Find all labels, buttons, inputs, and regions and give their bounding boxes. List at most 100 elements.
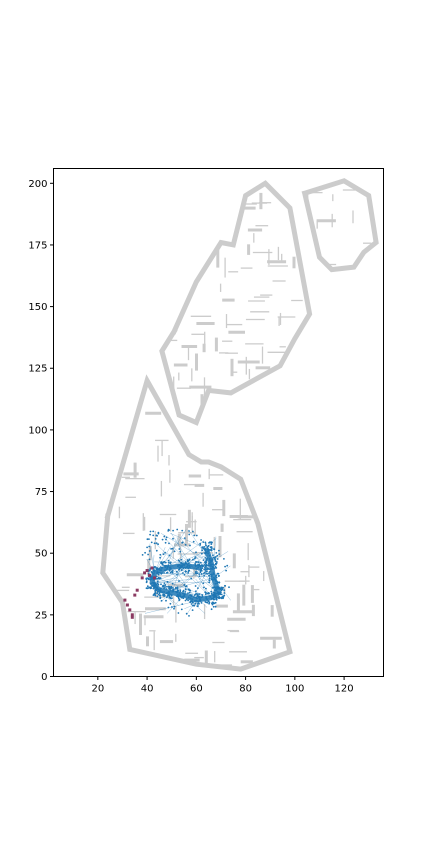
trajectory-point bbox=[182, 572, 184, 574]
y-tick-label: 125 bbox=[28, 364, 47, 375]
trajectory-point bbox=[157, 582, 159, 584]
trajectory-point bbox=[171, 606, 173, 608]
trajectory-point bbox=[144, 552, 146, 554]
y-tick-label: 100 bbox=[28, 425, 47, 436]
trajectory-point bbox=[180, 559, 182, 561]
y-tick-label: 50 bbox=[35, 549, 48, 560]
trajectory-point bbox=[172, 587, 174, 589]
trajectory-point bbox=[220, 597, 222, 599]
trajectory-point bbox=[217, 593, 219, 595]
trajectory-point bbox=[208, 572, 210, 574]
trajectory-point bbox=[213, 548, 215, 550]
trajectory-point bbox=[164, 585, 166, 587]
trajectory-point bbox=[214, 559, 216, 561]
trajectory-point bbox=[188, 570, 190, 572]
trajectory-point bbox=[218, 550, 220, 552]
trajectory-point bbox=[159, 569, 161, 571]
trajectory-point bbox=[184, 537, 186, 539]
marker-point bbox=[128, 608, 131, 611]
marker-point bbox=[141, 576, 144, 579]
trajectory-point bbox=[185, 567, 187, 569]
trajectory-point bbox=[185, 571, 187, 573]
trajectory-point bbox=[212, 554, 214, 556]
trajectory-point bbox=[188, 534, 190, 536]
trajectory-point bbox=[178, 564, 180, 566]
trajectory-point bbox=[199, 600, 201, 602]
trajectory-point bbox=[156, 567, 158, 569]
trajectory-point bbox=[213, 577, 215, 579]
trajectory-point bbox=[170, 548, 172, 550]
trajectory-point bbox=[191, 594, 193, 596]
trajectory-point bbox=[168, 607, 170, 609]
trajectory-point bbox=[159, 589, 161, 591]
trajectory-point bbox=[181, 542, 183, 544]
trajectory-point bbox=[203, 569, 205, 571]
map-wall-right-building bbox=[305, 181, 376, 270]
trajectory-point bbox=[222, 587, 224, 589]
trajectory-point bbox=[191, 603, 193, 605]
trajectory-point bbox=[199, 593, 201, 595]
trajectory-point bbox=[146, 581, 148, 583]
trajectory-point bbox=[206, 565, 208, 567]
map-wall-middle-building bbox=[162, 183, 310, 422]
trajectory-point bbox=[208, 603, 210, 605]
trajectory-point bbox=[185, 544, 187, 546]
y-tick-label: 200 bbox=[28, 179, 47, 190]
trajectory-point bbox=[216, 577, 218, 579]
trajectory-point bbox=[198, 561, 200, 563]
trajectory-point bbox=[157, 581, 159, 583]
trajectory-point bbox=[200, 562, 202, 564]
trajectory-point bbox=[166, 537, 168, 539]
trajectory-point bbox=[202, 595, 204, 597]
trajectory-point bbox=[209, 562, 211, 564]
trajectory-point bbox=[181, 563, 183, 565]
trajectory-point bbox=[197, 601, 199, 603]
trajectory-point bbox=[176, 574, 178, 576]
trajectory-point bbox=[216, 596, 218, 598]
trajectory-point bbox=[209, 555, 211, 557]
trajectory-point bbox=[185, 586, 187, 588]
trajectory-point bbox=[170, 586, 172, 588]
trajectory-point bbox=[187, 600, 189, 602]
trajectory-point bbox=[161, 600, 163, 602]
trajectory-point bbox=[187, 592, 189, 594]
trajectory-point bbox=[200, 571, 202, 573]
trajectory-point bbox=[205, 593, 207, 595]
marker-point bbox=[131, 616, 134, 619]
trajectory-point bbox=[181, 569, 183, 571]
trajectory-point bbox=[172, 538, 174, 540]
trajectory-point bbox=[207, 593, 209, 595]
trajectory-point bbox=[196, 561, 198, 563]
trajectory-point bbox=[177, 588, 179, 590]
trajectory-point bbox=[195, 556, 197, 558]
trajectory-point bbox=[211, 547, 213, 549]
trajectory-point bbox=[149, 550, 151, 552]
trajectory-point bbox=[217, 582, 219, 584]
trajectory-point bbox=[166, 568, 168, 570]
trajectory-point bbox=[213, 606, 215, 608]
trajectory-point bbox=[192, 559, 194, 561]
trajectory-point bbox=[154, 570, 156, 572]
trajectory-point bbox=[208, 582, 210, 584]
trajectory-point bbox=[215, 563, 217, 565]
trajectory-point bbox=[201, 573, 203, 575]
marker-point bbox=[136, 589, 139, 592]
trajectory-point bbox=[170, 588, 172, 590]
trajectory-point bbox=[204, 552, 206, 554]
trajectory-point bbox=[195, 590, 197, 592]
trajectory-point bbox=[184, 591, 186, 593]
trajectory-point bbox=[204, 565, 206, 567]
trajectory-point bbox=[211, 549, 213, 551]
trajectory-point bbox=[203, 573, 205, 575]
trajectory-point bbox=[160, 577, 162, 579]
trajectory-point bbox=[214, 568, 216, 570]
trajectory-point bbox=[149, 534, 151, 536]
trajectory-point bbox=[178, 560, 180, 562]
trajectory-point bbox=[192, 605, 194, 607]
trajectory-point bbox=[218, 553, 220, 555]
trajectory-point bbox=[182, 591, 184, 593]
trajectory-point bbox=[197, 567, 199, 569]
trajectory-point bbox=[210, 564, 212, 566]
trajectory-point bbox=[203, 575, 205, 577]
trajectory-point bbox=[196, 565, 198, 567]
